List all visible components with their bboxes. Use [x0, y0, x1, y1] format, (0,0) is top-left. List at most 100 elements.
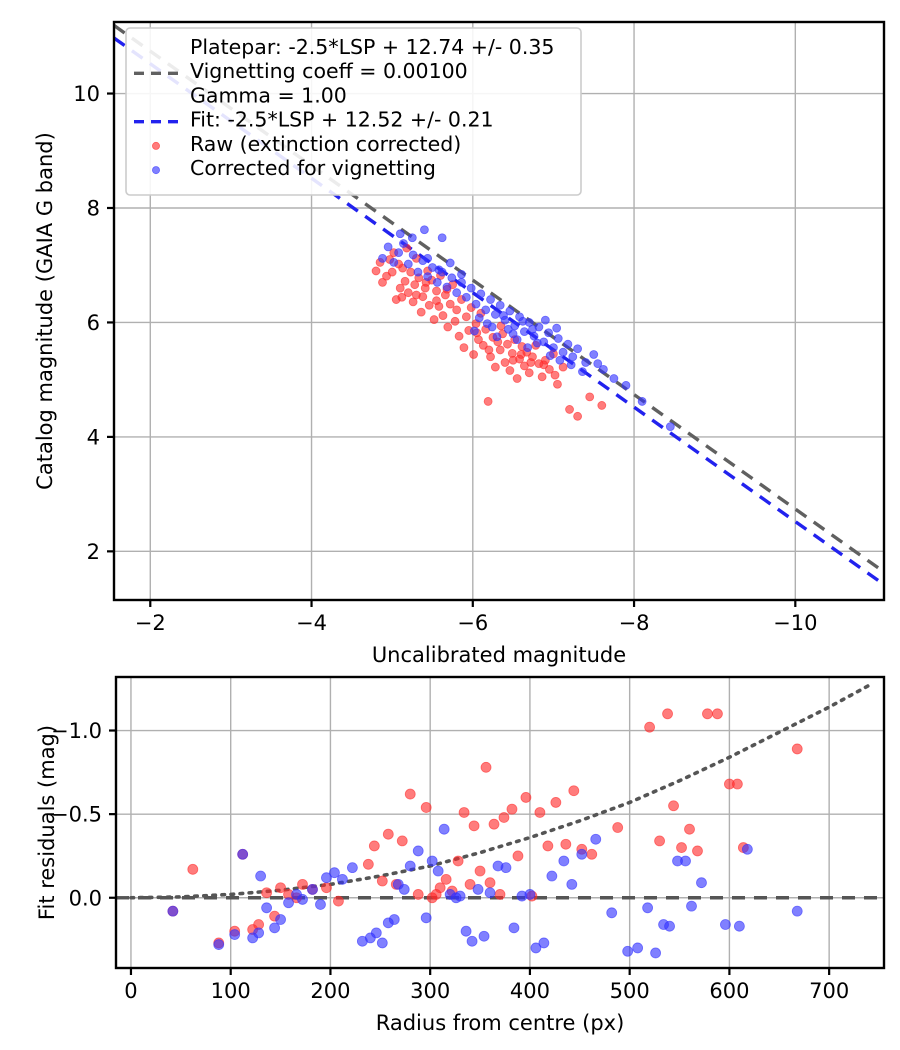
data-point [553, 334, 563, 343]
data-point [388, 914, 400, 925]
data-point [432, 865, 444, 877]
data-point [530, 942, 542, 954]
data-point [337, 873, 348, 885]
tick-label-y: −1.0 [51, 719, 102, 743]
data-point [549, 343, 558, 353]
data-point [434, 882, 446, 894]
data-point [229, 929, 241, 940]
data-point [642, 902, 654, 914]
data-point [440, 873, 452, 885]
data-point [534, 807, 546, 818]
data-point [255, 870, 267, 882]
data-point [680, 855, 691, 867]
data-point [404, 788, 416, 800]
tick-label-x: 200 [310, 979, 350, 1003]
data-point [622, 945, 634, 957]
data-point [432, 296, 441, 306]
data-point [692, 845, 703, 857]
data-point [378, 277, 387, 287]
data-point [573, 344, 583, 354]
data-point [452, 305, 462, 315]
data-point [395, 229, 405, 239]
data-point [424, 300, 434, 310]
axes-frame-photometry-calibration [112, 20, 886, 602]
data-point [544, 364, 554, 374]
data-point [494, 889, 506, 900]
data-point [404, 860, 416, 872]
data-point [555, 355, 565, 365]
legend-label-platepar: Gamma = 1.00 [190, 83, 347, 107]
tick-label-y: 2 [87, 540, 100, 564]
data-point [508, 355, 518, 365]
data-point [253, 927, 265, 939]
data-point [490, 362, 500, 372]
data-point [437, 233, 447, 243]
data-point [486, 295, 495, 304]
data-point [429, 315, 439, 324]
data-point [664, 920, 675, 932]
tick-label-x: −4 [296, 611, 327, 635]
data-point [733, 920, 745, 932]
data-point [454, 890, 466, 902]
data-point [480, 761, 492, 773]
data-point [474, 865, 486, 877]
data-point [397, 292, 407, 302]
data-point [423, 272, 433, 282]
data-point [560, 838, 572, 850]
data-point [376, 937, 388, 949]
data-point [478, 930, 490, 942]
data-point [537, 372, 547, 382]
data-point [508, 329, 518, 339]
data-point [544, 328, 553, 338]
data-point [434, 265, 444, 275]
data-point [524, 368, 534, 378]
data-point [398, 883, 410, 895]
data-point [275, 914, 286, 925]
data-point [371, 266, 381, 276]
data-point [413, 267, 423, 277]
data-point [400, 276, 410, 286]
data-point [585, 392, 595, 402]
data-point [696, 877, 707, 889]
data-point [442, 282, 452, 292]
data-point [450, 316, 460, 326]
axes-fit-residuals: 0 100 200 300 400 500 600 700 0.0 −0.5 −1.0 Radius … [35, 675, 886, 1035]
data-point [553, 379, 562, 389]
data-point [684, 823, 695, 835]
data-point [378, 253, 387, 263]
data-point [566, 878, 578, 890]
data-point [490, 310, 500, 319]
data-point [461, 312, 471, 322]
data-point [376, 875, 388, 887]
data-point [637, 397, 647, 406]
legend: Platepar: -2.5*LSP + 12.74 +/- 0.35Vigne… [125, 27, 582, 196]
data-point [447, 273, 457, 283]
data-point [540, 315, 550, 325]
data-point [581, 358, 591, 367]
data-point [410, 280, 420, 290]
x-axis-label-fit-residuals: Radius from centre (px) [376, 1011, 625, 1035]
data-point [472, 883, 484, 895]
data-point [545, 351, 555, 361]
data-point [362, 858, 374, 870]
data-point [346, 862, 358, 874]
data-point [665, 422, 675, 432]
data-point [445, 299, 455, 309]
data-point [550, 797, 562, 808]
data-point [487, 322, 497, 332]
data-point [403, 259, 413, 269]
plot-content-fit-residuals [116, 683, 884, 959]
data-point [382, 828, 394, 840]
data-point [396, 835, 408, 847]
data-point [644, 721, 656, 733]
data-point [406, 267, 416, 277]
data-point [576, 848, 588, 860]
data-point [550, 370, 560, 380]
line-vignetting-curve [129, 683, 871, 900]
data-point [420, 912, 432, 924]
data-point [483, 397, 493, 406]
data-point [590, 833, 602, 845]
data-point [443, 322, 453, 332]
data-point [520, 792, 532, 803]
